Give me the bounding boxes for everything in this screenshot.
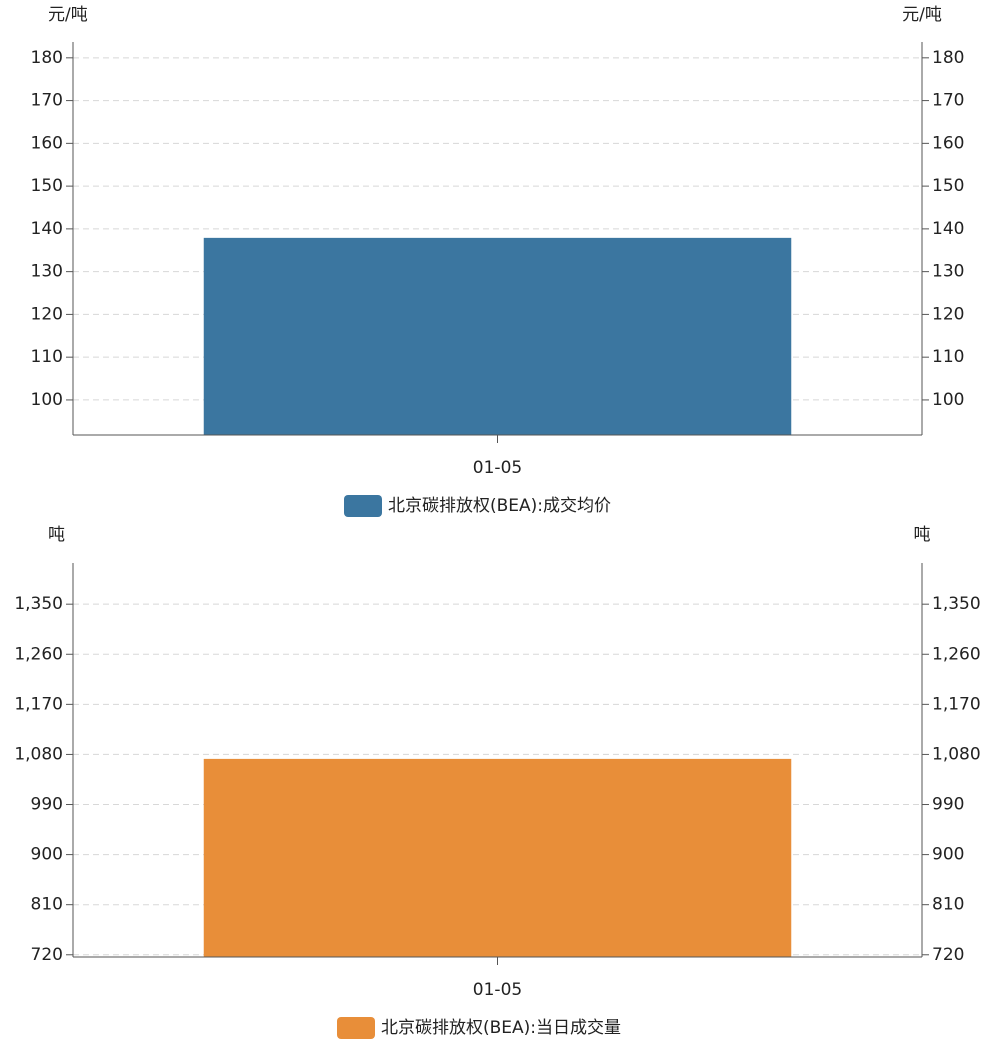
y2-tick-label: 170 bbox=[932, 91, 964, 111]
bar bbox=[203, 237, 792, 435]
y2-tick-label: 180 bbox=[932, 48, 964, 68]
y-tick-label: 150 bbox=[31, 176, 63, 196]
y-tick-label: 140 bbox=[31, 219, 63, 239]
y-tick-label: 110 bbox=[31, 347, 63, 367]
y2-axis-label: 元/吨 bbox=[902, 5, 942, 25]
y-tick-label: 1,080 bbox=[14, 744, 63, 764]
y2-tick-label: 160 bbox=[932, 133, 964, 153]
y2-tick-label: 140 bbox=[932, 219, 964, 239]
y2-axis-label: 吨 bbox=[914, 525, 931, 545]
y2-tick-label: 1,260 bbox=[932, 644, 981, 664]
y-tick-label: 990 bbox=[31, 795, 63, 815]
y2-tick-label: 130 bbox=[932, 262, 964, 282]
y-axis-label: 吨 bbox=[48, 525, 65, 545]
y-tick-label: 810 bbox=[31, 895, 63, 915]
y-tick-label: 1,350 bbox=[14, 594, 63, 614]
y2-tick-label: 150 bbox=[932, 176, 964, 196]
y2-tick-label: 120 bbox=[932, 304, 964, 324]
y-tick-label: 720 bbox=[31, 945, 63, 965]
y2-tick-label: 990 bbox=[932, 795, 964, 815]
y2-tick-label: 720 bbox=[932, 945, 964, 965]
y2-tick-label: 100 bbox=[932, 390, 964, 410]
x-tick-label: 01-05 bbox=[473, 980, 522, 1000]
x-tick-label: 01-05 bbox=[473, 458, 522, 478]
legend-label: 北京碳排放权(BEA):成交均价 bbox=[388, 496, 611, 516]
y-tick-label: 100 bbox=[31, 390, 63, 410]
bar bbox=[203, 758, 792, 957]
y-tick-label: 900 bbox=[31, 845, 63, 865]
y-tick-label: 1,260 bbox=[14, 644, 63, 664]
y-axis-label: 元/吨 bbox=[48, 5, 88, 25]
y2-tick-label: 1,170 bbox=[932, 694, 981, 714]
y2-tick-label: 900 bbox=[932, 845, 964, 865]
y-tick-label: 120 bbox=[31, 304, 63, 324]
y-tick-label: 130 bbox=[31, 262, 63, 282]
y-tick-label: 170 bbox=[31, 91, 63, 111]
y-tick-label: 180 bbox=[31, 48, 63, 68]
legend-swatch bbox=[337, 1017, 375, 1039]
legend-swatch bbox=[344, 495, 382, 517]
y2-tick-label: 110 bbox=[932, 347, 964, 367]
legend-label: 北京碳排放权(BEA):当日成交量 bbox=[381, 1018, 621, 1038]
y2-tick-label: 1,080 bbox=[932, 744, 981, 764]
y-tick-label: 1,170 bbox=[14, 694, 63, 714]
y2-tick-label: 1,350 bbox=[932, 594, 981, 614]
y-tick-label: 160 bbox=[31, 133, 63, 153]
y2-tick-label: 810 bbox=[932, 895, 964, 915]
